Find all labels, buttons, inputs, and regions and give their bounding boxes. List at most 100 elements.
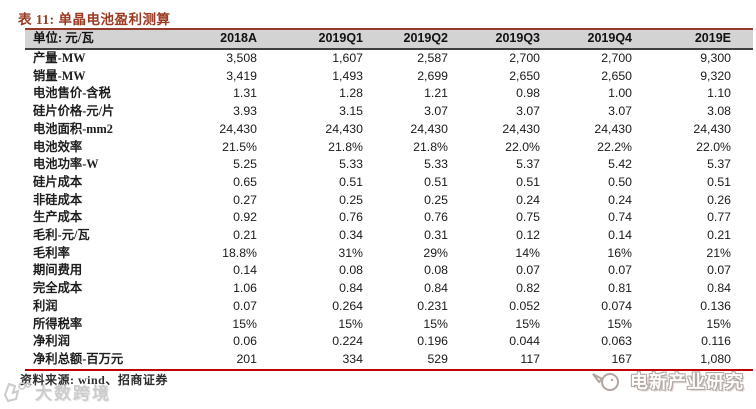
cell-value: 15% <box>515 316 540 331</box>
cell-value: 15% <box>607 316 632 331</box>
column-header-2019E: 2019E <box>694 31 731 46</box>
cell-value: 16% <box>607 245 632 260</box>
cell-value: 0.25 <box>339 192 363 207</box>
watermark-left-label: 大数跨境 <box>35 384 111 403</box>
cell-value: 3.07 <box>608 104 632 119</box>
row-label: 利润 <box>33 298 58 313</box>
table-row: 销量-MW 3,419 1,493 2,699 2,650 2,650 9,320 <box>25 68 753 86</box>
cell-value: 0.51 <box>339 174 363 189</box>
cell-value: 0.08 <box>339 263 363 278</box>
cell-value: 0.12 <box>516 228 540 243</box>
cell-value: 0.264 <box>332 298 363 313</box>
cell-value: 0.84 <box>707 281 731 296</box>
table-row: 电池售价-含税 1.31 1.28 1.21 0.98 1.00 1.10 <box>25 85 753 103</box>
cell-value: 0.044 <box>509 334 540 349</box>
cell-value: 3.07 <box>424 104 448 119</box>
watermark-bottom-right: 电新产业研究 <box>590 368 744 394</box>
cell-value: 2,587 <box>417 51 448 65</box>
cell-value: 1,493 <box>332 68 363 83</box>
cell-value: 0.65 <box>233 174 257 189</box>
row-label: 销量-MW <box>33 68 86 83</box>
table-row: 电池效率 21.5% 21.8% 21.8% 22.0% 22.2% 22.0% <box>25 139 753 157</box>
cell-value: 0.14 <box>233 263 257 278</box>
row-label: 硅片价格-元/片 <box>33 104 115 119</box>
cell-value: 167 <box>611 351 632 366</box>
cell-value: 1.28 <box>339 86 363 101</box>
cell-value: 22.0% <box>696 139 731 154</box>
row-label: 电池售价-含税 <box>33 86 111 101</box>
cell-value: 0.08 <box>424 263 448 278</box>
cell-value: 18.8% <box>222 245 257 260</box>
cell-value: 0.31 <box>424 228 448 243</box>
row-label: 产量-MW <box>33 51 86 65</box>
table-row: 电池面积-mm2 24,430 24,430 24,430 24,430 24,430 24… <box>25 121 753 139</box>
table-row: 毛利率 18.8% 31% 29% 14% 16% 21% <box>25 245 753 263</box>
cell-value: 22.0% <box>505 139 540 154</box>
cell-value: 0.82 <box>516 281 540 296</box>
cell-value: 29% <box>423 245 448 260</box>
cell-value: 0.77 <box>707 210 731 225</box>
cell-value: 3,508 <box>226 51 257 65</box>
unit-header-cell: 单位: 元/瓦 <box>33 31 94 46</box>
table-row: 生产成本 0.92 0.76 0.76 0.75 0.74 0.77 <box>25 209 753 227</box>
table-title: 表 11: 单晶电池盈利测算 <box>18 12 171 27</box>
cell-value: 15% <box>232 316 257 331</box>
cell-value: 0.27 <box>233 192 257 207</box>
cell-value: 9,300 <box>700 51 731 65</box>
cell-value: 24,430 <box>693 121 731 136</box>
cell-value: 5.37 <box>707 157 731 172</box>
cell-value: 14% <box>515 245 540 260</box>
table-row: 产量-MW 3,508 1,607 2,587 2,700 2,700 9,300 <box>25 49 753 68</box>
cell-value: 9,320 <box>700 68 731 83</box>
cell-value: 0.74 <box>608 210 632 225</box>
watermark-bottom-left: 大数跨境 <box>2 379 111 404</box>
cell-value: 0.231 <box>417 298 448 313</box>
cell-value: 0.24 <box>516 192 540 207</box>
cell-value: 1.06 <box>233 281 257 296</box>
cell-value: 0.21 <box>707 228 731 243</box>
table-row: 毛利-元/瓦 0.21 0.34 0.31 0.12 0.14 0.21 <box>25 227 753 245</box>
column-header-2018A: 2018A <box>220 31 257 46</box>
cell-value: 0.75 <box>516 210 540 225</box>
cell-value: 0.50 <box>608 174 632 189</box>
cell-value: 3.15 <box>339 104 363 119</box>
cell-value: 2,700 <box>601 51 632 65</box>
column-header-2019Q4: 2019Q4 <box>587 31 632 46</box>
row-label: 电池面积-mm2 <box>33 121 113 136</box>
table-body: 产量-MW 3,508 1,607 2,587 2,700 2,700 9,300 销量-MW… <box>25 49 753 370</box>
cell-value: 0.51 <box>707 174 731 189</box>
cell-value: 24,430 <box>502 121 540 136</box>
table-row: 利润 0.07 0.264 0.231 0.052 0.074 0.136 <box>25 298 753 316</box>
cell-value: 3,419 <box>226 68 257 83</box>
cell-value: 5.37 <box>516 157 540 172</box>
cell-value: 0.76 <box>339 210 363 225</box>
row-label: 期间费用 <box>33 263 83 278</box>
cell-value: 201 <box>236 351 257 366</box>
row-label: 净利润 <box>33 334 70 349</box>
cell-value: 0.063 <box>601 334 632 349</box>
cell-value: 334 <box>342 351 363 366</box>
cell-value: 0.136 <box>700 298 731 313</box>
cell-value: 0.76 <box>424 210 448 225</box>
cell-value: 1.10 <box>707 86 731 101</box>
row-label: 硅片成本 <box>33 174 83 189</box>
cell-value: 21.8% <box>413 139 448 154</box>
row-label: 生产成本 <box>33 210 83 225</box>
cell-value: 0.26 <box>707 192 731 207</box>
cell-value: 0.196 <box>417 334 448 349</box>
row-label: 完全成本 <box>33 281 83 296</box>
mascot-icon <box>590 369 624 393</box>
cell-value: 0.07 <box>707 263 731 278</box>
cell-value: 24,430 <box>594 121 632 136</box>
cell-value: 5.25 <box>233 157 257 172</box>
cell-value: 5.33 <box>339 157 363 172</box>
row-label: 电池功率-W <box>33 157 99 172</box>
cell-value: 0.224 <box>332 334 363 349</box>
cell-value: 15% <box>423 316 448 331</box>
cell-value: 5.33 <box>424 157 448 172</box>
cell-value: 0.84 <box>424 281 448 296</box>
cell-value: 0.51 <box>424 174 448 189</box>
cell-value: 31% <box>338 245 363 260</box>
cell-value: 0.24 <box>608 192 632 207</box>
table-row: 硅片成本 0.65 0.51 0.51 0.51 0.50 0.51 <box>25 174 753 192</box>
